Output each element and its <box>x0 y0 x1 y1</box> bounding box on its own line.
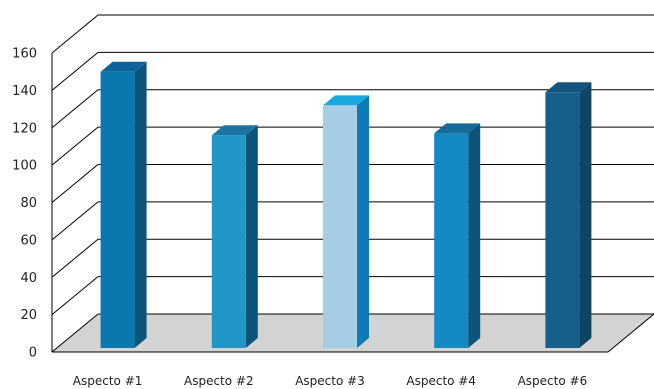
gridline-diagonal <box>51 14 99 54</box>
bar-top <box>211 125 258 136</box>
gridline-diagonal <box>51 313 99 353</box>
gridline-diagonal <box>51 126 99 166</box>
gridline-diagonal <box>51 89 99 129</box>
x-tick-label: Aspecto #1 <box>73 374 143 388</box>
bar <box>100 61 147 348</box>
bar-front <box>211 135 246 348</box>
x-tick-label: Aspecto #4 <box>406 374 476 388</box>
bar-front <box>323 105 357 348</box>
bar <box>211 125 258 348</box>
y-tick-label: 80 <box>20 196 37 211</box>
x-tick-label: Aspecto #2 <box>184 374 254 388</box>
bar-front <box>545 92 580 349</box>
bar-side <box>357 95 369 348</box>
bar <box>434 123 481 348</box>
floor-edge <box>607 313 654 353</box>
bar <box>323 95 369 348</box>
gridline-diagonal <box>51 276 99 316</box>
y-tick-label: 40 <box>20 271 37 286</box>
gridline-diagonal <box>51 238 99 278</box>
x-tick-label: Aspecto #3 <box>295 374 365 388</box>
bar-side <box>245 125 258 348</box>
y-tick-label: 0 <box>29 346 37 361</box>
bar-side <box>579 82 592 349</box>
gridline-diagonal <box>51 201 99 241</box>
bar-top <box>434 123 481 134</box>
gridline-diagonal <box>51 51 99 91</box>
bar-side <box>134 61 147 348</box>
y-tick-label: 100 <box>12 159 37 174</box>
gridline-diagonal <box>51 164 99 203</box>
y-tick-label: 60 <box>20 233 37 248</box>
bar-top <box>323 95 369 106</box>
y-tick-label: 120 <box>12 121 37 136</box>
y-tick-label: 20 <box>20 308 37 323</box>
x-tick-label: Aspecto #6 <box>518 374 588 388</box>
y-tick-label: 160 <box>12 47 37 62</box>
bars-layer <box>100 61 592 349</box>
bar-top <box>100 61 147 72</box>
y-axis-ticks: 0 20 40 60 80 100 120 140 160 <box>12 47 37 361</box>
bar-front <box>100 71 135 348</box>
bar <box>545 82 592 349</box>
x-axis-labels: Aspecto #1 Aspecto #2 Aspecto #3 Aspecto #4… <box>73 374 587 388</box>
bar-top <box>545 82 592 93</box>
bar-front <box>434 133 469 348</box>
y-tick-label: 140 <box>12 84 37 99</box>
bar-side <box>468 123 481 348</box>
